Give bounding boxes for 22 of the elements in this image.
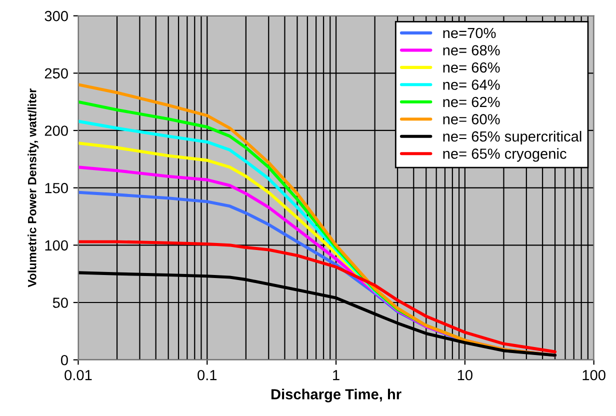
legend-label: ne=70% <box>443 28 496 38</box>
y-tick-label: 150 <box>45 182 68 194</box>
legend-label: ne= 62% <box>443 96 500 108</box>
y-tick-label: 0 <box>60 354 68 366</box>
y-tick-label: 100 <box>45 240 68 251</box>
y-tick-label: 300 <box>44 10 68 22</box>
legend-label: ne= 64% <box>443 80 500 90</box>
legend-label: ne= 65% cryogenic <box>443 148 566 162</box>
legend-label: ne= 60% <box>443 114 500 124</box>
legend-label: ne= 66% <box>443 62 500 73</box>
legend-label: ne= 68% <box>443 45 500 56</box>
x-tick-label: 1 <box>333 370 340 380</box>
legend-label: ne= 65% supercritical <box>443 130 582 145</box>
y-axis-title: Volumetric Power Density, watt/liter <box>28 88 39 288</box>
y-tick-label: 250 <box>44 68 68 79</box>
x-tick-label: 0.1 <box>198 370 217 380</box>
x-tick-label: 100 <box>582 370 606 380</box>
y-tick-label: 50 <box>52 298 68 308</box>
y-tick-label: 200 <box>44 126 68 136</box>
x-axis-title: Discharge Time, hr <box>271 388 402 402</box>
x-tick-label: 10 <box>458 370 472 380</box>
x-tick-label: 0.01 <box>64 370 92 380</box>
